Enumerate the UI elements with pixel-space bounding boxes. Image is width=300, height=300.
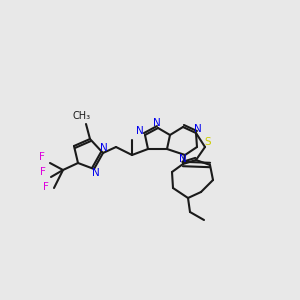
Text: N: N [153,118,161,128]
Text: N: N [179,154,187,164]
Text: F: F [40,167,46,177]
Text: F: F [43,182,49,192]
Text: F: F [39,152,45,162]
Text: N: N [194,124,202,134]
Text: CH₃: CH₃ [73,111,91,121]
Text: N: N [92,168,100,178]
Text: N: N [136,126,144,136]
Text: S: S [205,137,211,147]
Text: N: N [100,143,108,153]
